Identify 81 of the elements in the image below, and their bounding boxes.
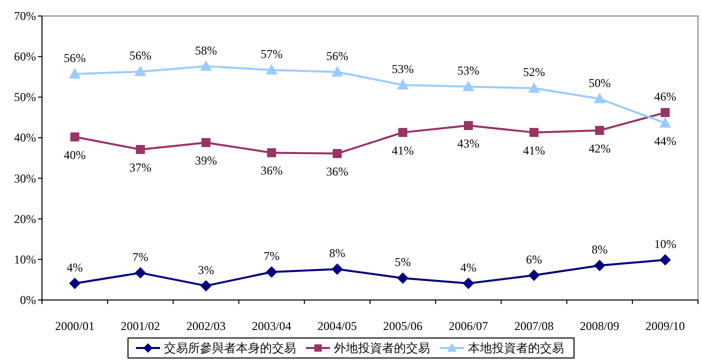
data-label: 44%	[654, 134, 676, 148]
point	[134, 267, 146, 278]
point	[70, 132, 80, 142]
data-label: 58%	[195, 43, 217, 58]
data-label: 7%	[132, 250, 148, 264]
data-label: 8%	[592, 242, 608, 257]
data-label: 4%	[460, 260, 476, 274]
point	[136, 144, 145, 154]
legend-label: 交易所參與者本身的交易	[164, 341, 296, 355]
data-label: 46%	[654, 90, 676, 104]
data-label: 52%	[523, 65, 545, 80]
y-tick-label: 30%	[14, 171, 36, 186]
point	[266, 64, 278, 74]
point	[528, 82, 540, 93]
data-label: 36%	[326, 164, 348, 179]
x-tick-label: 2002/03	[186, 319, 226, 333]
y-tick-label: 10%	[14, 252, 36, 266]
data-label: 8%	[329, 246, 346, 260]
data-label: 7%	[264, 249, 280, 264]
point	[202, 138, 210, 148]
point	[398, 128, 408, 137]
point	[332, 149, 342, 158]
y-tick-label: 50%	[14, 90, 36, 104]
y-tick-label: 40%	[14, 130, 36, 145]
x-tick-label: 2008/09	[580, 319, 620, 333]
x-tick-label: 2004/05	[318, 319, 357, 333]
x-tick-label: 2005/06	[383, 319, 422, 333]
point	[397, 272, 408, 284]
data-label: 5%	[394, 255, 411, 270]
point	[530, 128, 538, 137]
x-tick-label: 2001/02	[120, 319, 160, 333]
point	[595, 126, 604, 135]
point	[200, 280, 212, 292]
data-label: 56%	[64, 51, 86, 66]
y-tick-label: 0%	[20, 293, 36, 307]
point	[594, 260, 606, 272]
data-label: 4%	[66, 260, 83, 274]
data-label: 3%	[198, 262, 214, 277]
point	[134, 66, 146, 76]
point	[464, 121, 473, 130]
point	[266, 266, 278, 278]
x-tick-label: 2000/01	[55, 319, 94, 333]
data-label: 56%	[129, 48, 152, 63]
data-label: 10%	[654, 236, 676, 251]
x-tick-label: 2006/07	[448, 319, 488, 333]
x-tick-label: 2009/10	[646, 319, 685, 333]
point	[462, 81, 474, 92]
data-label: 6%	[526, 252, 542, 266]
y-tick-label: 70%	[14, 9, 36, 23]
x-tick-label: 2003/04	[252, 319, 292, 333]
point	[69, 68, 80, 79]
point	[332, 264, 343, 275]
data-label: 43%	[457, 136, 480, 151]
data-label: 40%	[64, 148, 86, 162]
point	[660, 254, 671, 266]
y-tick-label: 60%	[14, 50, 36, 64]
point	[397, 79, 408, 90]
data-label: 53%	[457, 64, 480, 78]
data-label: 56%	[326, 48, 348, 63]
point	[528, 270, 540, 281]
data-label: 37%	[129, 160, 152, 174]
legend-label: 外地投資者的交易	[334, 341, 430, 355]
point	[200, 60, 212, 71]
point	[660, 118, 671, 128]
data-label: 50%	[588, 76, 611, 90]
data-label: 42%	[588, 141, 611, 156]
data-label: 41%	[392, 143, 414, 158]
legend-label: 本地投資者的交易	[468, 341, 564, 355]
point	[594, 93, 606, 104]
data-label: 57%	[260, 46, 283, 61]
x-tick-label: 2007/08	[514, 319, 554, 333]
point	[69, 278, 80, 289]
point	[660, 108, 670, 118]
data-label: 39%	[195, 154, 217, 168]
data-label: 41%	[523, 143, 545, 158]
point	[462, 278, 474, 289]
point	[267, 148, 276, 158]
point	[332, 66, 343, 76]
y-tick-label: 20%	[14, 212, 36, 226]
data-label: 53%	[392, 62, 414, 76]
data-label: 36%	[260, 164, 283, 178]
